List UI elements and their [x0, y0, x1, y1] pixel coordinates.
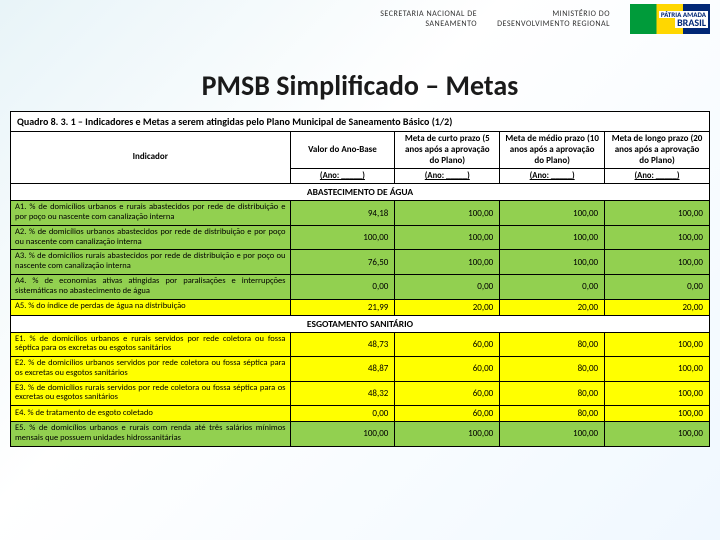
base-value: 0,00	[290, 274, 395, 299]
long-value: 100,00	[605, 406, 710, 422]
indicator-cell: A3. % de domicílios rurais abastecidos p…	[11, 250, 291, 275]
indicator-cell: E3. % de domicílios rurais servidos por …	[11, 381, 291, 406]
indicator-cell: E5. % de domicílios urbanos e rurais com…	[11, 422, 291, 447]
short-value: 20,00	[395, 299, 500, 315]
table-row: E4. % de tratamento de esgoto coletado0,…	[11, 406, 710, 422]
base-value: 100,00	[290, 225, 395, 250]
page-header: SECRETARIA NACIONAL DE SANEAMENTO MINIST…	[0, 0, 720, 38]
metas-table-container: Quadro 8. 3. 1 – Indicadores e Metas a s…	[10, 111, 710, 447]
long-value: 100,00	[605, 250, 710, 275]
table-row: E2. % de domicílios urbanos servidos por…	[11, 357, 710, 382]
base-value: 48,73	[290, 332, 395, 357]
mid-value: 100,00	[500, 225, 605, 250]
base-value: 0,00	[290, 406, 395, 422]
short-value: 100,00	[395, 250, 500, 275]
year-short: (Ano: _____)	[395, 169, 500, 184]
long-value: 100,00	[605, 201, 710, 226]
short-value: 0,00	[395, 274, 500, 299]
table-row: A2. % de domicílios urbanos abastecidos …	[11, 225, 710, 250]
indicator-cell: E2. % de domicílios urbanos servidos por…	[11, 357, 291, 382]
mid-value: 100,00	[500, 422, 605, 447]
short-value: 100,00	[395, 225, 500, 250]
mid-value: 80,00	[500, 332, 605, 357]
short-value: 60,00	[395, 357, 500, 382]
col-header-short: Meta de curto prazo (5 anos após a aprov…	[395, 132, 500, 169]
section-agua: ABASTECIMENTO DE ÁGUA	[11, 184, 710, 201]
long-value: 20,00	[605, 299, 710, 315]
base-value: 76,50	[290, 250, 395, 275]
col-header-mid: Meta de médio prazo (10 anos após a apro…	[500, 132, 605, 169]
header-ministry: MINISTÉRIO DO DESENVOLVIMENTO REGIONAL	[497, 9, 610, 29]
table-row: A1. % de domicílios urbanos e rurais aba…	[11, 201, 710, 226]
page-title: PMSB Simplificado – Metas	[0, 68, 720, 103]
long-value: 100,00	[605, 357, 710, 382]
mid-value: 20,00	[500, 299, 605, 315]
base-value: 48,32	[290, 381, 395, 406]
mid-value: 0,00	[500, 274, 605, 299]
long-value: 100,00	[605, 381, 710, 406]
year-long: (Ano: _____)	[605, 169, 710, 184]
mid-value: 80,00	[500, 357, 605, 382]
mid-value: 100,00	[500, 201, 605, 226]
long-value: 0,00	[605, 274, 710, 299]
table-row: A3. % de domicílios rurais abastecidos p…	[11, 250, 710, 275]
base-value: 94,18	[290, 201, 395, 226]
indicator-cell: E1. % de domicílios urbanos e rurais ser…	[11, 332, 291, 357]
header-secretariat: SECRETARIA NACIONAL DE SANEAMENTO	[380, 9, 477, 29]
brasil-logo: PÁTRIA AMADA BRASIL	[630, 4, 710, 34]
indicator-cell: A1. % de domicílios urbanos e rurais aba…	[11, 201, 291, 226]
year-base: (Ano: _____)	[290, 169, 395, 184]
short-value: 100,00	[395, 422, 500, 447]
section-esgoto: ESGOTAMENTO SANITÁRIO	[11, 315, 710, 332]
indicator-cell: E4. % de tratamento de esgoto coletado	[11, 406, 291, 422]
short-value: 60,00	[395, 381, 500, 406]
long-value: 100,00	[605, 422, 710, 447]
long-value: 100,00	[605, 225, 710, 250]
metas-table: Quadro 8. 3. 1 – Indicadores e Metas a s…	[10, 111, 710, 447]
table-row: E5. % de domicílios urbanos e rurais com…	[11, 422, 710, 447]
col-header-long: Meta de longo prazo (20 anos após a apro…	[605, 132, 710, 169]
base-value: 48,87	[290, 357, 395, 382]
indicator-cell: A2. % de domicílios urbanos abastecidos …	[11, 225, 291, 250]
table-row: A5. % do índice de perdas de água na dis…	[11, 299, 710, 315]
table-caption: Quadro 8. 3. 1 – Indicadores e Metas a s…	[11, 112, 710, 132]
long-value: 100,00	[605, 332, 710, 357]
table-row: E3. % de domicílios rurais servidos por …	[11, 381, 710, 406]
table-row: E1. % de domicílios urbanos e rurais ser…	[11, 332, 710, 357]
short-value: 60,00	[395, 332, 500, 357]
logo-line2: BRASIL	[675, 18, 708, 28]
indicator-cell: A5. % do índice de perdas de água na dis…	[11, 299, 291, 315]
col-header-base: Valor do Ano-Base	[290, 132, 395, 169]
base-value: 21,99	[290, 299, 395, 315]
base-value: 100,00	[290, 422, 395, 447]
short-value: 100,00	[395, 201, 500, 226]
mid-value: 80,00	[500, 406, 605, 422]
mid-value: 80,00	[500, 381, 605, 406]
indicator-cell: A4. % de economias ativas atingidas por …	[11, 274, 291, 299]
short-value: 60,00	[395, 406, 500, 422]
mid-value: 100,00	[500, 250, 605, 275]
table-row: A4. % de economias ativas atingidas por …	[11, 274, 710, 299]
col-header-indicator: Indicador	[11, 132, 291, 184]
year-mid: (Ano: _____)	[500, 169, 605, 184]
